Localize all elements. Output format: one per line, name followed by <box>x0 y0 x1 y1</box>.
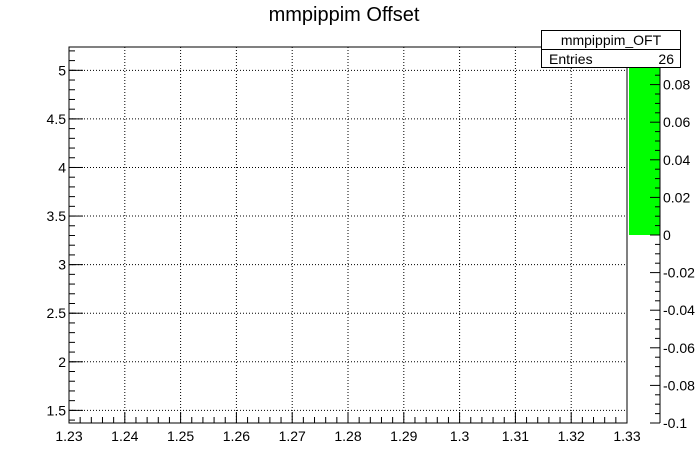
colorbar-tick-label: -0.02 <box>663 265 695 281</box>
y-axis: 1.5 2 2.5 3 3.5 4 4.5 5 <box>47 50 83 421</box>
plot-frame <box>68 46 628 424</box>
x-tick-label: 1.27 <box>279 428 306 444</box>
y-tick-label: 3.5 <box>47 208 67 224</box>
colorbar-tick-label: -0.1 <box>663 415 687 431</box>
x-tick-label: 1.24 <box>111 428 138 444</box>
x-tick-label: 1.26 <box>223 428 250 444</box>
x-tick-label: 1.32 <box>558 428 585 444</box>
colorbar-fill <box>629 47 660 235</box>
colorbar: -0.1 -0.08 -0.06 -0.04 -0.02 0 0.02 0.04 0.06 0.0… <box>629 47 695 431</box>
y-tick-label: 5 <box>58 62 66 78</box>
y-tick-label: 2.5 <box>47 305 67 321</box>
x-tick-label: 1.33 <box>613 428 640 444</box>
colorbar-tick-label: -0.04 <box>663 302 695 318</box>
y-tick-label: 2 <box>58 354 66 370</box>
x-axis: 1.23 1.24 1.25 1.26 1.27 1.28 1.29 1.3 1.31 1.32 1… <box>55 412 641 444</box>
x-tick-label: 1.28 <box>334 428 361 444</box>
chart-title: mmpippim Offset <box>268 4 420 26</box>
colorbar-tick-label: -0.06 <box>663 340 695 356</box>
stats-entries-label: Entries <box>549 51 593 67</box>
y-tick-label: 4 <box>58 159 66 175</box>
colorbar-tick-label: 0.08 <box>663 77 690 93</box>
x-tick-label: 1.3 <box>450 428 470 444</box>
colorbar-tick-label: 0 <box>663 227 671 243</box>
y-tick-label: 3 <box>58 257 66 273</box>
colorbar-tick-label: 0.06 <box>663 114 690 130</box>
stats-entries-value: 26 <box>658 51 674 67</box>
colorbar-tick-label: 0.02 <box>663 189 690 205</box>
y-tick-label: 4.5 <box>47 111 67 127</box>
stats-box: mmpippim_OFT Entries 26 <box>541 30 681 68</box>
y-tick-label: 1.5 <box>47 402 67 418</box>
grid-lines <box>69 47 627 423</box>
x-tick-label: 1.25 <box>167 428 194 444</box>
colorbar-tick-label: -0.08 <box>663 377 695 393</box>
x-tick-label: 1.31 <box>502 428 529 444</box>
x-tick-label: 1.29 <box>390 428 417 444</box>
x-tick-label: 1.23 <box>55 428 82 444</box>
colorbar-tick-label: 0.04 <box>663 152 690 168</box>
stats-entries-row: Entries 26 <box>542 50 680 68</box>
stats-histogram-name: mmpippim_OFT <box>542 31 680 50</box>
